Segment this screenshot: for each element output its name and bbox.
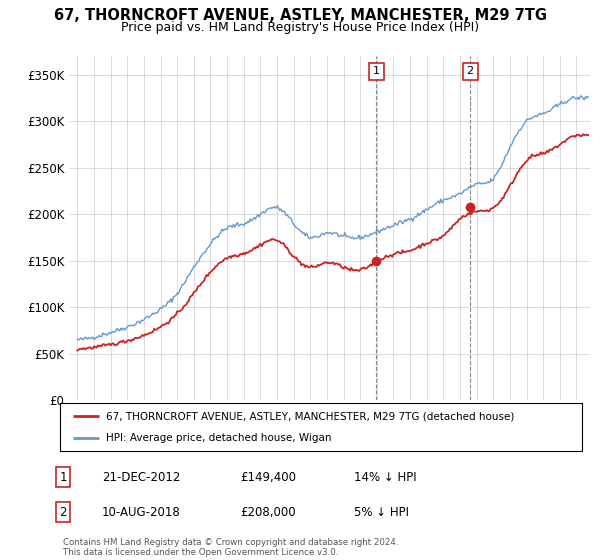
Text: 14% ↓ HPI: 14% ↓ HPI [354,470,416,484]
Text: 2: 2 [59,506,67,519]
Text: 1: 1 [59,470,67,484]
Text: 67, THORNCROFT AVENUE, ASTLEY, MANCHESTER, M29 7TG (detached house): 67, THORNCROFT AVENUE, ASTLEY, MANCHESTE… [106,411,514,421]
Text: 10-AUG-2018: 10-AUG-2018 [102,506,181,519]
Text: 21-DEC-2012: 21-DEC-2012 [102,470,181,484]
Text: 2: 2 [467,67,474,77]
Text: Contains HM Land Registry data © Crown copyright and database right 2024.
This d: Contains HM Land Registry data © Crown c… [63,538,398,557]
Text: 5% ↓ HPI: 5% ↓ HPI [354,506,409,519]
Text: HPI: Average price, detached house, Wigan: HPI: Average price, detached house, Wiga… [106,433,331,443]
Text: 67, THORNCROFT AVENUE, ASTLEY, MANCHESTER, M29 7TG: 67, THORNCROFT AVENUE, ASTLEY, MANCHESTE… [53,8,547,24]
Text: £149,400: £149,400 [240,470,296,484]
Text: £208,000: £208,000 [240,506,296,519]
Text: Price paid vs. HM Land Registry's House Price Index (HPI): Price paid vs. HM Land Registry's House … [121,21,479,34]
Text: 1: 1 [373,67,380,77]
